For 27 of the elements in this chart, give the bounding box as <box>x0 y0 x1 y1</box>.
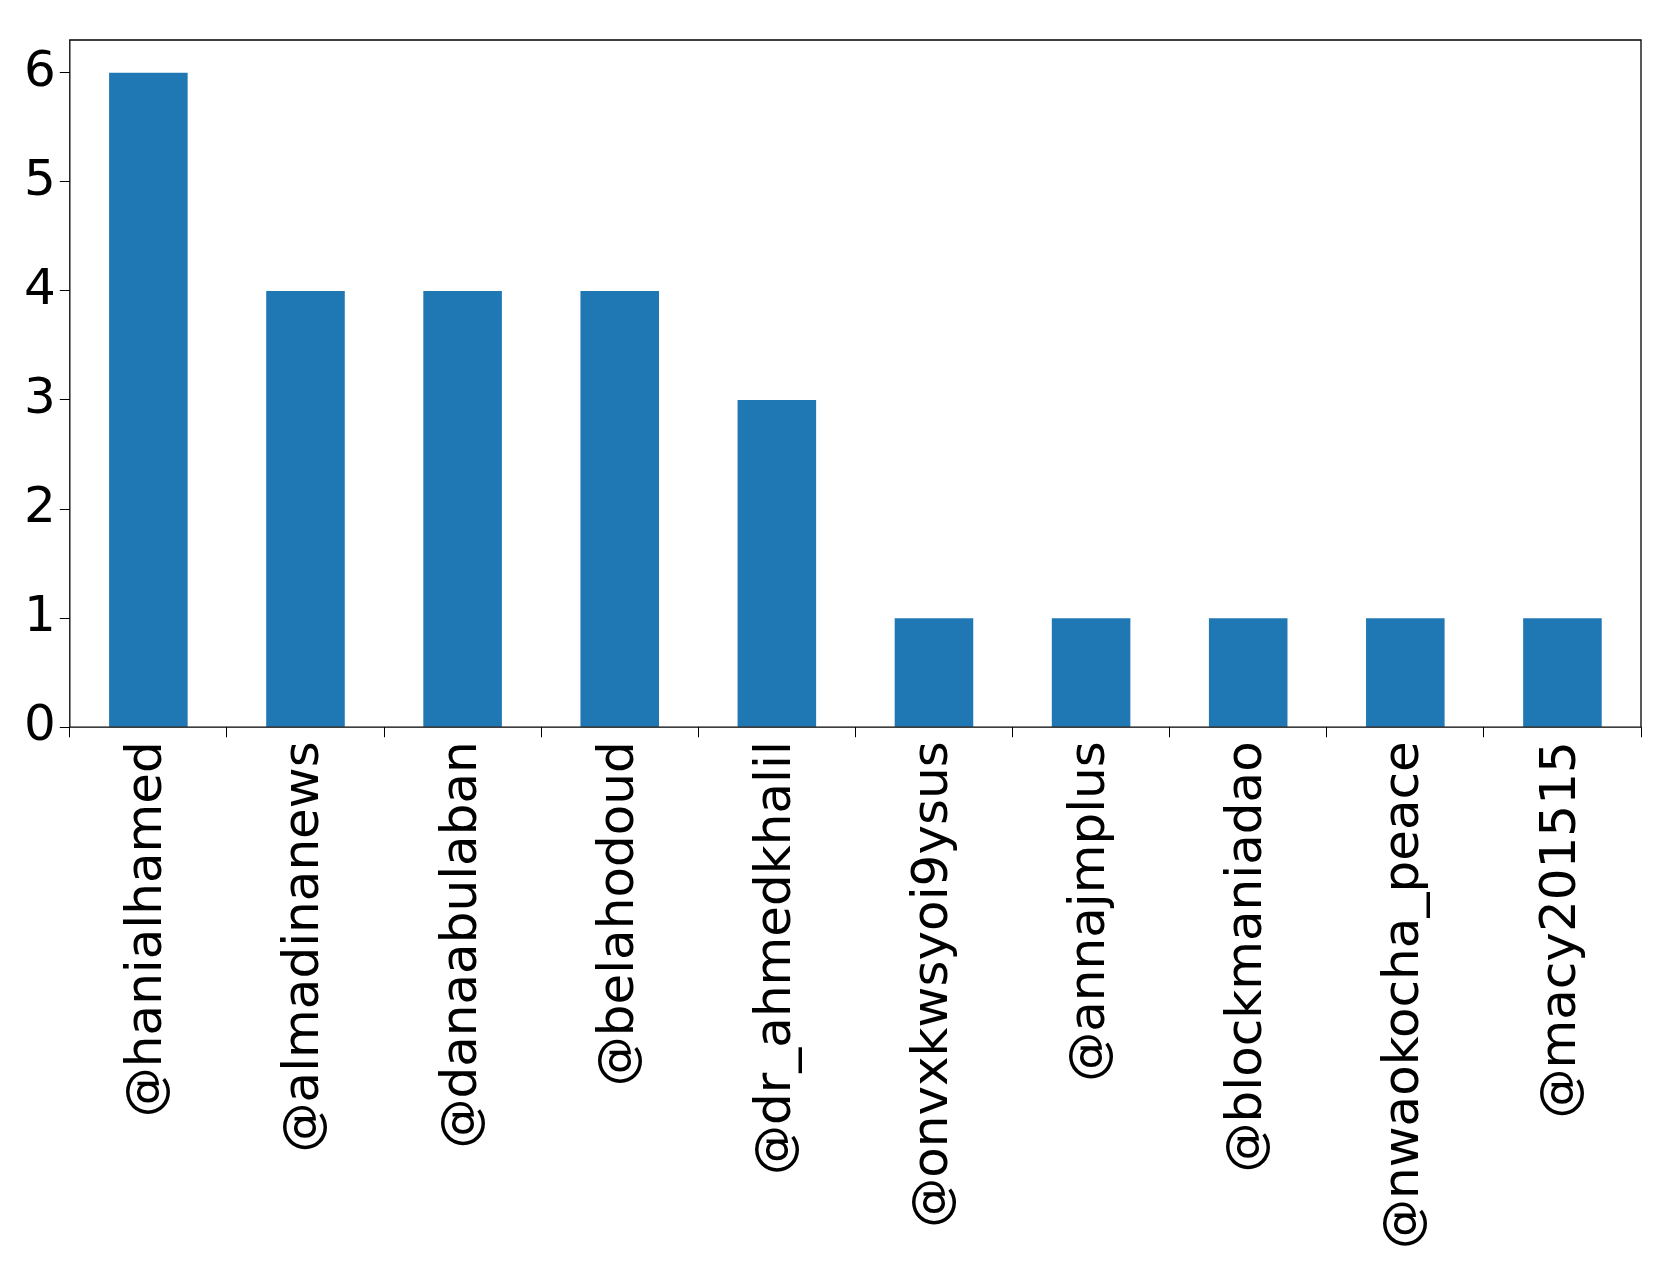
y-tick-label: 0 <box>24 694 56 753</box>
bar <box>737 399 817 727</box>
bar <box>580 290 660 727</box>
y-tick-label: 2 <box>24 476 56 535</box>
x-tick-label: @nwaokocha_peace <box>1372 741 1431 1250</box>
x-tick-label: @onvxkwsyoi9ysus <box>900 741 959 1228</box>
x-tick-label: @almadinanews <box>272 741 331 1153</box>
y-tick-label: 1 <box>24 585 56 644</box>
x-tick-label: @belahodoud <box>586 741 645 1087</box>
bar <box>266 290 345 727</box>
x-tick-label: @annajmplus <box>1058 741 1117 1082</box>
y-tick-label: 6 <box>24 39 56 98</box>
x-tick-label: @blockmaniadao <box>1215 741 1274 1173</box>
bar <box>423 290 502 727</box>
x-tick-label: @dr_ahmedkhalil <box>743 741 802 1176</box>
bar <box>1051 618 1131 727</box>
bar <box>109 72 188 727</box>
x-tick-label: @hanialhamed <box>115 741 174 1118</box>
bar <box>1523 618 1602 727</box>
bar <box>1208 618 1288 727</box>
x-tick-label: @macy201515 <box>1529 741 1588 1119</box>
x-tick-label: @danaabulaban <box>429 741 488 1149</box>
y-tick-label: 4 <box>24 257 56 316</box>
bar <box>1366 618 1445 727</box>
y-tick-label: 5 <box>24 148 56 207</box>
bar <box>894 618 974 727</box>
y-tick-label: 3 <box>24 366 56 425</box>
